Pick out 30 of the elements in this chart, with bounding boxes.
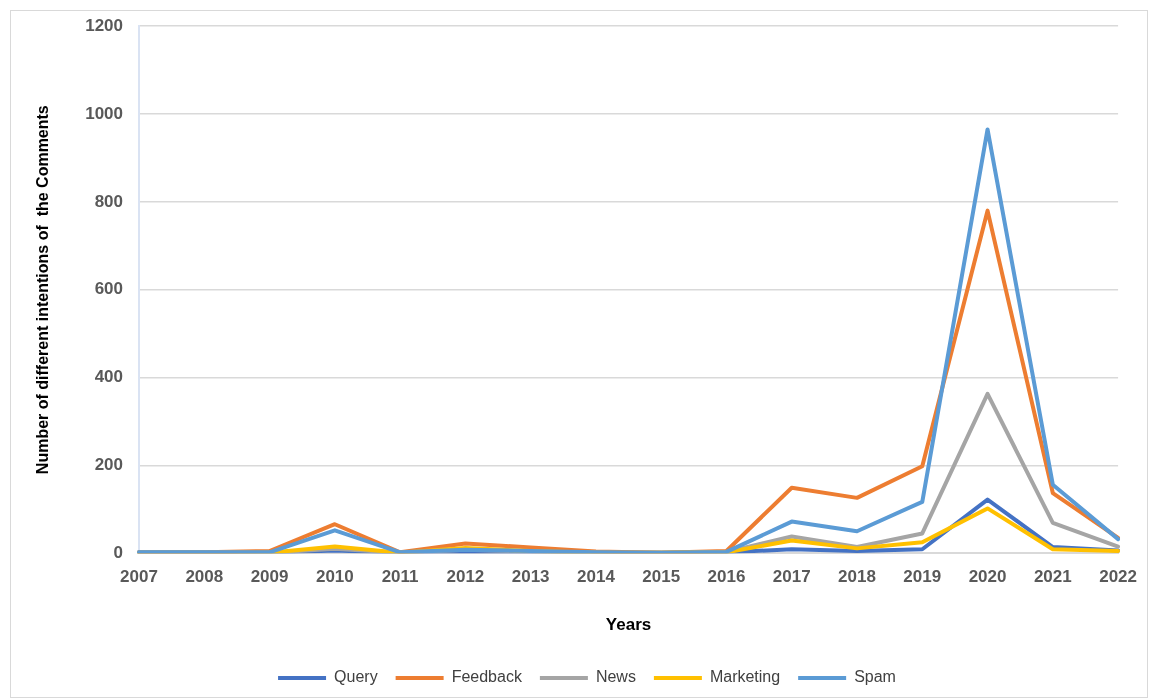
legend-label: Feedback [451, 668, 523, 686]
y-tick-label: 600 [94, 279, 124, 299]
y-axis-title: Number of different intentions of the Comments [34, 105, 52, 475]
x-tick-label: 2020 [968, 567, 1007, 587]
x-tick-label: 2016 [707, 567, 746, 587]
x-axis-title: Years [605, 615, 652, 635]
x-tick-label: 2010 [315, 567, 354, 587]
x-tick-label: 2012 [446, 567, 485, 587]
y-tick-label: 200 [94, 455, 124, 475]
x-tick-label: 2007 [120, 567, 158, 587]
legend-label: Marketing [709, 668, 781, 686]
legend-label: Spam [854, 668, 896, 686]
x-tick-label: 2013 [511, 567, 550, 587]
x-tick-label: 2019 [903, 567, 942, 587]
legend-label: News [595, 668, 636, 686]
x-tick-label: 2011 [381, 567, 419, 587]
legend-label: Query [334, 668, 378, 686]
x-tick-label: 2008 [185, 567, 224, 587]
y-tick-label: 800 [94, 191, 124, 211]
x-tick-label: 2018 [838, 567, 876, 587]
x-tick-label: 2014 [577, 567, 616, 587]
x-tick-label: 2022 [1099, 567, 1137, 587]
y-tick-label: 0 [113, 542, 124, 562]
x-tick-label: 2015 [642, 567, 681, 587]
y-tick-label: 400 [94, 367, 124, 387]
y-tick-label: 1000 [85, 103, 124, 123]
x-tick-label: 2017 [772, 567, 811, 587]
y-tick-label: 1200 [85, 15, 124, 35]
x-tick-label: 2021 [1033, 567, 1072, 587]
x-tick-label: 2009 [250, 567, 289, 587]
